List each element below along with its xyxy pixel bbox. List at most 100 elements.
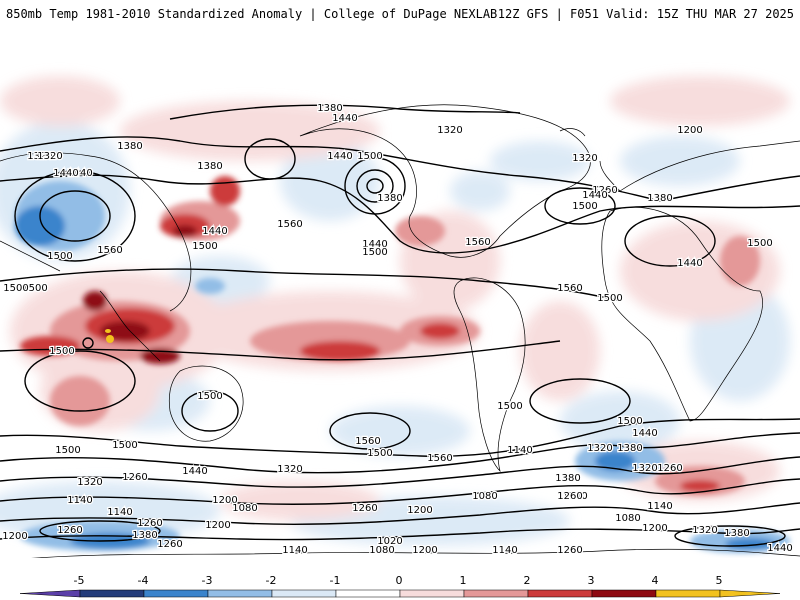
contour-label: 1320 <box>587 443 612 454</box>
contour-label: 1260 <box>157 539 182 550</box>
contour-label: 1500 <box>55 445 80 456</box>
contour-label: 1320 <box>27 151 52 162</box>
coast-australia <box>168 365 244 442</box>
contour-label: 1440 <box>202 226 227 237</box>
contour-label: 1080 <box>615 513 640 524</box>
contour-closed-high <box>624 215 716 267</box>
shade-red <box>420 323 460 339</box>
shade-light-blue <box>280 141 380 221</box>
contour-label: 1320 <box>437 125 462 136</box>
colorbar-tick-label: -5 <box>74 574 85 587</box>
contour-label: 1260 <box>57 525 82 536</box>
contour-closed-high <box>544 187 616 225</box>
contour-label: 1320 <box>77 477 102 488</box>
contour-label: 1500 <box>192 241 217 252</box>
shade-blue <box>725 538 775 550</box>
shade-light-red <box>610 76 790 126</box>
coast-indonesia <box>99 290 161 362</box>
contour-label: 1560 <box>97 245 122 256</box>
shade-light-blue <box>620 136 740 186</box>
contour-label: 1260 <box>557 491 582 502</box>
contour-label: 1140 <box>282 545 307 556</box>
contour-label: 1200 <box>2 531 27 542</box>
contour-closed-high <box>24 350 136 412</box>
contour-label: 1260 <box>122 472 147 483</box>
contour-label: 1500 <box>22 283 47 294</box>
shade-extreme <box>105 329 111 333</box>
shade-red <box>210 176 240 206</box>
contour-line <box>0 478 800 505</box>
shade-red <box>680 480 720 492</box>
colorbar-segment <box>271 589 337 598</box>
contour-label: 1500 <box>3 283 28 294</box>
contour-line <box>0 456 800 488</box>
contour-line <box>0 174 800 254</box>
contour-label: 1560 <box>427 453 452 464</box>
contour-label: 1560 <box>465 237 490 248</box>
shade-dark-red <box>173 225 197 237</box>
contour-closed-low <box>39 520 161 542</box>
colorbar-segment <box>719 589 781 598</box>
contour-label: 1140 <box>492 545 517 556</box>
colorbar-tick-label: -2 <box>266 574 277 587</box>
colorbar-tick-label: 0 <box>396 574 403 587</box>
header: 850mb Temp 1981-2010 Standardized Anomal… <box>0 0 800 30</box>
contour-label: 1200 <box>407 505 432 516</box>
contour-closed-low <box>344 157 406 215</box>
contour-closed-low <box>674 525 786 547</box>
contour-label: 1560 <box>277 219 302 230</box>
contour-label: 1380 <box>197 161 222 172</box>
colorbar-segment <box>79 589 145 598</box>
model-run-info: 12Z GFS | F051 Valid: 15Z THU MAR 27 202… <box>497 7 794 21</box>
contour-label: 1320 <box>37 151 62 162</box>
colorbar: -5 -4 -3 -2 -1 0 1 2 3 4 5 <box>19 574 781 598</box>
contour-label: 1140 <box>647 501 672 512</box>
colorbar-tick-label: -1 <box>330 574 341 587</box>
contour-label: 1500 <box>747 238 772 249</box>
contour-label: 1440 <box>582 190 607 201</box>
contour-line <box>0 418 800 458</box>
contour-label: 1440 <box>67 168 92 179</box>
anomaly-shading <box>0 76 790 553</box>
contour-line <box>169 104 521 120</box>
contour-label: 1500 <box>112 440 137 451</box>
contour-label: 1500 <box>617 416 642 427</box>
contour-label: 1380 <box>555 473 580 484</box>
contour-label: 1020 <box>377 536 402 547</box>
contour-line <box>0 340 561 361</box>
contour-label: 1440 <box>327 151 352 162</box>
contour-label: 1200 <box>412 545 437 556</box>
contour-label: 1080 <box>232 503 257 514</box>
shade-light-blue <box>490 141 590 181</box>
contour-label: 1140 <box>507 445 532 456</box>
contour-label: 1440 <box>332 113 357 124</box>
contour-label: 1500 <box>597 293 622 304</box>
contour-closed-low <box>39 190 111 242</box>
map-title: 850mb Temp 1981-2010 Standardized Anomal… <box>6 7 498 21</box>
colorbar-tick-label: -4 <box>138 574 149 587</box>
shade-medium-red <box>50 376 110 426</box>
contour-label: 1140 <box>67 495 92 506</box>
colorbar-tick-label: 5 <box>716 574 723 587</box>
coast-north-america <box>299 104 591 258</box>
contour-label: 1380 <box>377 193 402 204</box>
shade-light-blue <box>450 171 510 211</box>
contour-label: 1200 <box>212 495 237 506</box>
colorbar-tick-label: 1 <box>460 574 467 587</box>
colorbar-segment <box>655 589 721 598</box>
shade-light-red <box>520 301 600 401</box>
colorbar-segment <box>399 589 465 598</box>
contour-label: 1260 <box>592 185 617 196</box>
contour-closed-high <box>181 390 239 432</box>
contour-label: 1200 <box>205 520 230 531</box>
colorbar-ticks: -5 -4 -3 -2 -1 0 1 2 3 4 5 <box>74 574 723 587</box>
contour-label: 1440 <box>182 466 207 477</box>
contour-label: 1320 <box>277 464 302 475</box>
shade-light-red <box>0 76 120 126</box>
shade-red <box>20 336 80 356</box>
contour-label: 1440 <box>362 239 387 250</box>
colorbar-segment <box>19 589 81 598</box>
contour-label: 1440 <box>632 428 657 439</box>
contour-label: 1140 <box>107 507 132 518</box>
contour-closed-high <box>529 378 631 424</box>
